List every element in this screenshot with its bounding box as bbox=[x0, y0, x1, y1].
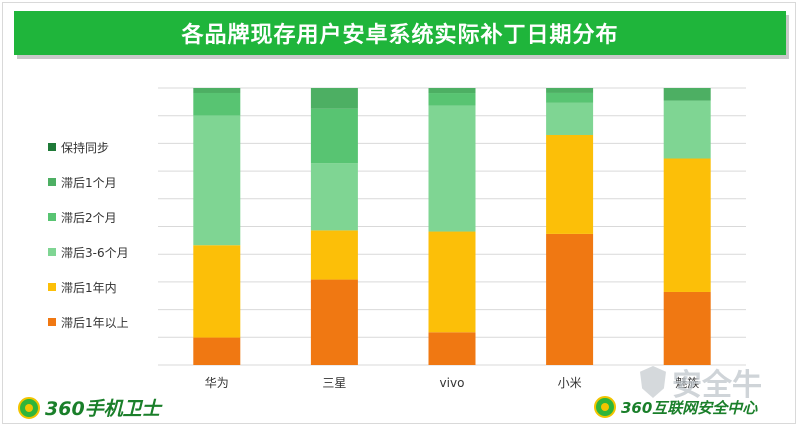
legend-swatch bbox=[48, 318, 56, 326]
legend-item: 滞后2个月 bbox=[48, 208, 129, 226]
x-tick-label: 小米 bbox=[558, 376, 582, 390]
legend-label: 滞后2个月 bbox=[61, 210, 117, 225]
bar-segment bbox=[428, 231, 476, 333]
legend-swatch bbox=[48, 178, 56, 186]
bar-segment bbox=[193, 245, 241, 338]
logo-right-text: 360互联网安全中心 bbox=[621, 398, 758, 417]
bar-segment bbox=[663, 100, 711, 159]
bar-segment bbox=[310, 163, 358, 231]
legend-item: 滞后1年以上 bbox=[48, 313, 129, 331]
legend-item: 保持同步 bbox=[48, 138, 129, 156]
bar-segment bbox=[546, 92, 594, 103]
bar-segment bbox=[546, 233, 594, 365]
bar-segment bbox=[428, 93, 476, 106]
bar-segment bbox=[310, 108, 358, 164]
x-tick-label: 三星 bbox=[322, 376, 346, 390]
bar-segment bbox=[310, 88, 358, 109]
x-tick-label: 魅族 bbox=[675, 375, 699, 390]
legend-swatch bbox=[48, 248, 56, 256]
legend-label: 保持同步 bbox=[61, 140, 110, 155]
shield-icon bbox=[640, 366, 666, 398]
legend-item: 滞后1个月 bbox=[48, 173, 129, 191]
bar-segment bbox=[310, 230, 358, 280]
legend-item: 滞后3-6个月 bbox=[48, 243, 129, 261]
legend-swatch bbox=[48, 283, 56, 291]
legend-label: 滞后1个月 bbox=[61, 175, 117, 190]
legend-label: 滞后1年内 bbox=[61, 280, 117, 295]
chart-legend: 保持同步滞后1个月滞后2个月滞后3-6个月 滞后1年内滞后1年以上 bbox=[48, 138, 129, 331]
watermark-text: 安全牛 bbox=[672, 368, 762, 403]
legend-item: 滞后1年内 bbox=[48, 278, 129, 296]
bar-segment bbox=[428, 332, 476, 365]
legend-swatch bbox=[48, 213, 56, 221]
logo-360-icon bbox=[594, 396, 616, 418]
bar-segment bbox=[310, 279, 358, 365]
logo-left-text: 360手机卫士 bbox=[45, 398, 161, 420]
logo-360-mobile-guard: 360手机卫士 bbox=[18, 394, 161, 421]
bar-segment bbox=[428, 105, 476, 232]
watermark: 安全牛 bbox=[640, 360, 762, 404]
bar-segment bbox=[546, 102, 594, 135]
bar-segment bbox=[193, 92, 241, 116]
legend-label: 滞后3-6个月 bbox=[61, 245, 129, 260]
x-tick-label: 华为 bbox=[205, 376, 229, 390]
legend-swatch bbox=[48, 143, 56, 151]
slide-frame bbox=[2, 2, 796, 424]
bar-segment bbox=[663, 158, 711, 292]
bar-segment bbox=[428, 88, 476, 94]
slide-title: 各品牌现存用户安卓系统实际补丁日期分布 bbox=[14, 11, 786, 55]
bar-segment bbox=[663, 88, 711, 101]
bar-segment bbox=[193, 337, 241, 365]
legend-label: 滞后1年以上 bbox=[61, 315, 129, 330]
logo-360-internet-security-center: 360互联网安全中心 bbox=[594, 396, 757, 418]
x-tick-label: vivo bbox=[440, 376, 465, 390]
bar-segment bbox=[546, 134, 594, 234]
bar-segment bbox=[663, 291, 711, 365]
bar-segment bbox=[546, 88, 594, 93]
bar-segment bbox=[193, 88, 241, 93]
bar-segment bbox=[193, 115, 241, 246]
logo-360-icon bbox=[18, 396, 40, 419]
